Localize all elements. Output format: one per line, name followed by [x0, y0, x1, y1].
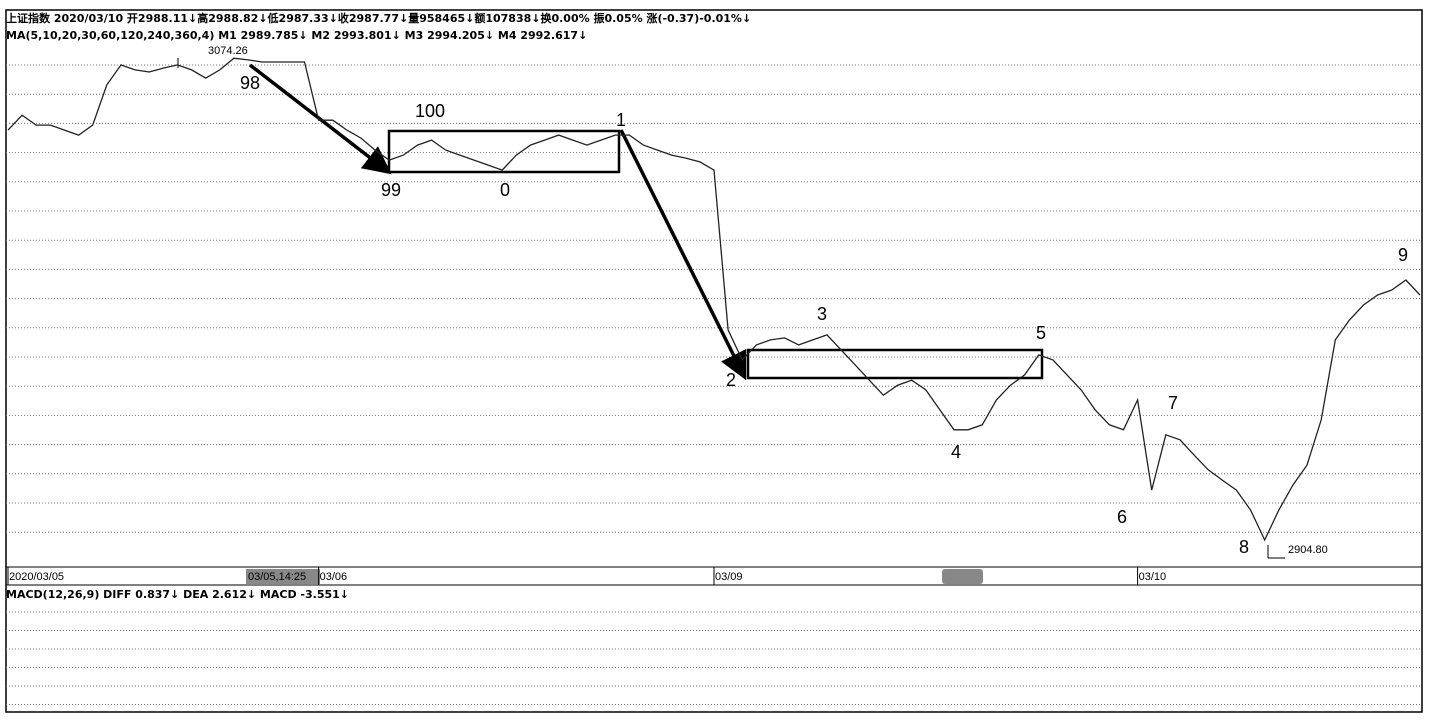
- cursor-label: 03/05,14:25: [248, 571, 306, 583]
- grid: [6, 64, 1422, 705]
- header-line: 上证指数 2020/03/10 开2988.11↓高2988.82↓低2987.…: [6, 11, 751, 25]
- frame: [5, 9, 1423, 713]
- x-tick-label: 03/06: [320, 571, 348, 583]
- annotation: 0: [500, 180, 510, 200]
- annotation: 6: [1117, 507, 1127, 527]
- annotation: 2904.80: [1288, 544, 1328, 556]
- ma-line: MA(5,10,20,30,60,120,240,360,4) M1 2989.…: [6, 29, 587, 42]
- annotation: 3074.26: [208, 45, 248, 57]
- annotation: 99: [381, 180, 401, 200]
- price-line: [7, 57, 1421, 542]
- annotation: 1: [616, 110, 626, 130]
- scroll-thumb[interactable]: [942, 569, 983, 584]
- annotation: 4: [951, 442, 961, 462]
- annotation: 2: [726, 370, 736, 390]
- annotation: 8: [1239, 537, 1249, 557]
- range-box: [746, 348, 1044, 380]
- annotation: 3: [817, 304, 827, 324]
- x-tick-label: 03/09: [715, 571, 743, 583]
- annotation: 100: [415, 101, 445, 121]
- annotation: 9: [1398, 245, 1408, 265]
- macd-header: MACD(12,26,9) DIFF 0.837↓ DEA 2.612↓ MAC…: [6, 588, 349, 601]
- cursor-box: [246, 569, 320, 584]
- x-tick-label: 03/10: [1139, 571, 1167, 583]
- annotation: 5: [1036, 323, 1046, 343]
- annotation: 98: [240, 73, 260, 93]
- annotation: 7: [1168, 393, 1178, 413]
- x-tick-label: 2020/03/05: [9, 571, 64, 583]
- arrow: [619, 129, 747, 381]
